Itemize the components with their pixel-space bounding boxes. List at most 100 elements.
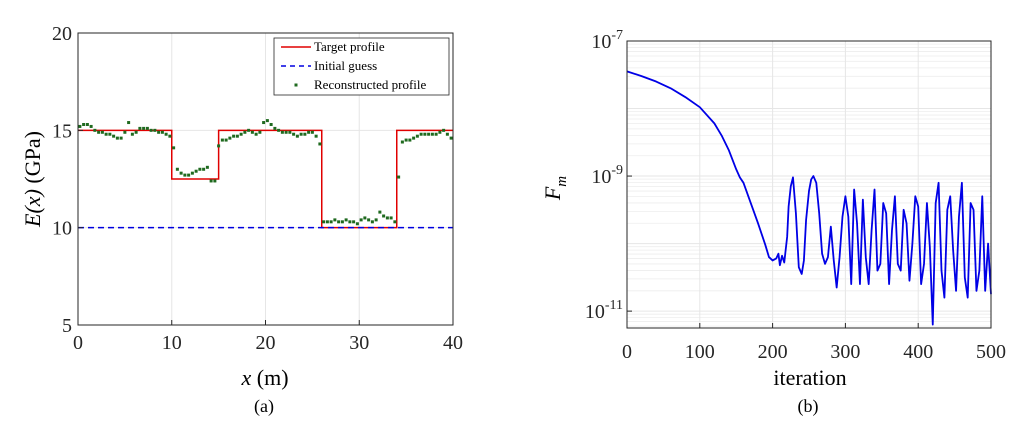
reconstructed-point bbox=[228, 136, 232, 140]
reconstructed-point bbox=[247, 128, 251, 132]
reconstructed-point bbox=[359, 218, 363, 222]
reconstructed-point bbox=[295, 134, 299, 138]
y-tick-label-a: 20 bbox=[52, 23, 72, 45]
reconstructed-point bbox=[160, 130, 164, 134]
x-tick-label-b: 100 bbox=[685, 341, 715, 363]
reconstructed-point bbox=[344, 218, 348, 222]
reconstructed-point bbox=[119, 136, 123, 140]
tick-labels-a: 0 10 20 30 40 5 10 15 20 bbox=[52, 23, 463, 354]
legend-a: Target profile Initial guess Reconstruct… bbox=[273, 37, 450, 96]
reconstructed-point bbox=[142, 126, 146, 130]
reconstructed-point bbox=[187, 173, 191, 177]
reconstructed-point bbox=[318, 142, 322, 146]
plot-area-b bbox=[627, 41, 991, 328]
reconstructed-point bbox=[239, 132, 243, 136]
reconstructed-point bbox=[303, 132, 307, 136]
x-tick-label-b: 300 bbox=[830, 341, 860, 363]
reconstructed-point bbox=[442, 128, 446, 132]
x-tick-label-b: 0 bbox=[622, 341, 632, 363]
reconstructed-point bbox=[127, 121, 131, 125]
x-tick-label-a: 30 bbox=[349, 332, 369, 354]
reconstructed-point bbox=[389, 216, 393, 220]
reconstructed-point bbox=[209, 179, 213, 183]
reconstructed-point bbox=[269, 122, 273, 126]
reconstructed-point bbox=[115, 136, 119, 140]
reconstructed-point bbox=[149, 128, 153, 132]
reconstructed-point bbox=[333, 218, 337, 222]
x-tick-label-b: 500 bbox=[976, 341, 1006, 363]
reconstructed-point bbox=[104, 132, 108, 136]
reconstructed-point bbox=[400, 140, 404, 144]
reconstructed-point bbox=[97, 130, 101, 134]
reconstructed-point bbox=[265, 119, 269, 123]
reconstructed-point bbox=[284, 130, 288, 134]
reconstructed-point bbox=[385, 216, 389, 220]
y-tick-label-b: 10-9 bbox=[591, 163, 623, 188]
reconstructed-point bbox=[168, 134, 172, 138]
reconstructed-point bbox=[145, 126, 149, 130]
y-tick-label-b: 10-7 bbox=[591, 28, 623, 53]
reconstructed-point bbox=[164, 132, 168, 136]
reconstructed-point bbox=[85, 122, 89, 126]
reconstructed-point bbox=[243, 130, 247, 134]
objective-curve bbox=[626, 70, 992, 326]
reconstructed-point bbox=[250, 130, 254, 134]
x-tick-label-b: 400 bbox=[903, 341, 933, 363]
reconstructed-point bbox=[325, 220, 329, 224]
reconstructed-point bbox=[340, 220, 344, 224]
reconstructed-point bbox=[175, 167, 179, 171]
reconstructed-point bbox=[153, 128, 157, 132]
x-axis-label-a: x (m) bbox=[240, 365, 288, 390]
panel-caption-b: (b) bbox=[798, 396, 819, 417]
reconstructed-point bbox=[363, 216, 367, 220]
x-tick-label-b: 200 bbox=[758, 341, 788, 363]
reconstructed-point bbox=[235, 134, 239, 138]
legend-label-reconstructed: Reconstructed profile bbox=[314, 77, 426, 92]
reconstructed-point bbox=[194, 169, 198, 173]
series-group-b bbox=[626, 70, 992, 326]
reconstructed-point bbox=[93, 128, 97, 132]
panel-caption-a: (a) bbox=[254, 396, 274, 417]
reconstructed-point bbox=[423, 132, 427, 136]
reconstructed-point bbox=[273, 126, 277, 130]
x-tick-label-a: 20 bbox=[256, 332, 276, 354]
reconstructed-point bbox=[202, 167, 206, 171]
reconstructed-point bbox=[419, 132, 423, 136]
reconstructed-point bbox=[179, 171, 183, 175]
x-tick-label-a: 0 bbox=[73, 332, 83, 354]
reconstructed-point bbox=[292, 132, 296, 136]
reconstructed-point bbox=[217, 144, 221, 148]
reconstructed-point bbox=[198, 167, 202, 171]
reconstructed-point bbox=[232, 134, 236, 138]
reconstructed-point bbox=[397, 175, 401, 179]
reconstructed-point bbox=[130, 132, 134, 136]
reconstructed-point bbox=[449, 136, 453, 140]
reconstructed-point bbox=[262, 121, 266, 125]
reconstructed-point bbox=[355, 222, 359, 226]
reconstructed-point bbox=[430, 132, 434, 136]
tick-labels-b: 0 100 200 300 400 500 10-7 10-9 10-11 bbox=[585, 28, 1006, 363]
reconstructed-point bbox=[374, 218, 378, 222]
reconstructed-point bbox=[310, 130, 314, 134]
reconstructed-point bbox=[445, 132, 449, 136]
y-tick-label-a: 15 bbox=[52, 120, 72, 142]
reconstructed-point bbox=[434, 132, 438, 136]
axes-box-b bbox=[626, 40, 992, 329]
reconstructed-point bbox=[224, 138, 228, 142]
reconstructed-point bbox=[329, 220, 333, 224]
y-axis-label-b: Fm bbox=[540, 176, 570, 201]
reconstructed-point bbox=[134, 130, 138, 134]
reconstructed-point bbox=[82, 122, 86, 126]
reconstructed-point bbox=[427, 132, 431, 136]
reconstructed-point bbox=[307, 130, 311, 134]
reconstructed-point bbox=[370, 220, 374, 224]
reconstructed-point bbox=[89, 124, 93, 128]
reconstructed-point bbox=[258, 130, 262, 134]
reconstructed-point bbox=[288, 130, 292, 134]
reconstructed-point bbox=[205, 165, 209, 169]
reconstructed-point bbox=[78, 124, 82, 128]
reconstructed-point bbox=[438, 130, 442, 134]
reconstructed-point bbox=[378, 210, 382, 214]
y-axis-label-a: E(x) (GPa) bbox=[20, 131, 45, 228]
